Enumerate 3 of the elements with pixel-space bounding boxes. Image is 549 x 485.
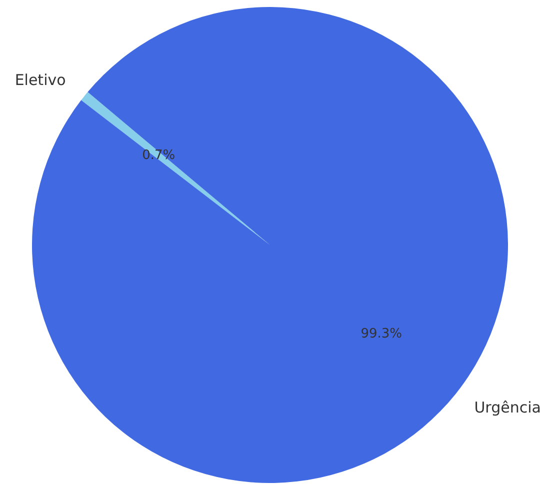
data-label: 99.3% [360,326,402,342]
slice-label: Urgência [474,398,541,417]
slice-label: Eletivo [14,71,66,90]
